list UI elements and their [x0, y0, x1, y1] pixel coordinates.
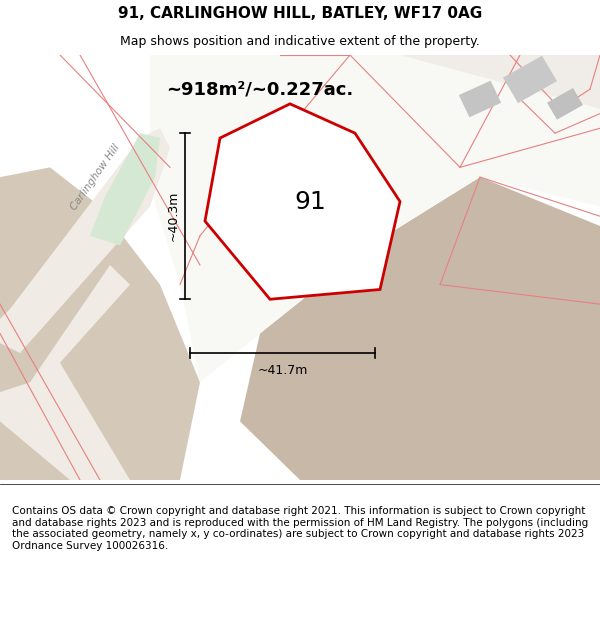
Text: ~918m²/~0.227ac.: ~918m²/~0.227ac.	[166, 80, 353, 98]
Polygon shape	[90, 133, 160, 246]
Polygon shape	[547, 88, 583, 119]
Polygon shape	[205, 104, 400, 299]
Text: ~41.7m: ~41.7m	[257, 364, 308, 377]
Polygon shape	[0, 55, 600, 109]
Polygon shape	[0, 265, 130, 480]
Polygon shape	[503, 56, 557, 103]
Text: Map shows position and indicative extent of the property.: Map shows position and indicative extent…	[120, 35, 480, 48]
Polygon shape	[0, 168, 200, 480]
Text: ~40.3m: ~40.3m	[167, 191, 179, 241]
Polygon shape	[296, 166, 364, 227]
Polygon shape	[150, 55, 600, 382]
Polygon shape	[270, 135, 320, 180]
Text: Carlinghow Hill: Carlinghow Hill	[68, 142, 121, 212]
Text: 91: 91	[294, 189, 326, 214]
Text: 91, CARLINGHOW HILL, BATLEY, WF17 0AG: 91, CARLINGHOW HILL, BATLEY, WF17 0AG	[118, 6, 482, 21]
Text: Contains OS data © Crown copyright and database right 2021. This information is : Contains OS data © Crown copyright and d…	[12, 506, 588, 551]
Polygon shape	[0, 128, 170, 353]
Polygon shape	[240, 177, 600, 480]
Polygon shape	[459, 81, 501, 118]
